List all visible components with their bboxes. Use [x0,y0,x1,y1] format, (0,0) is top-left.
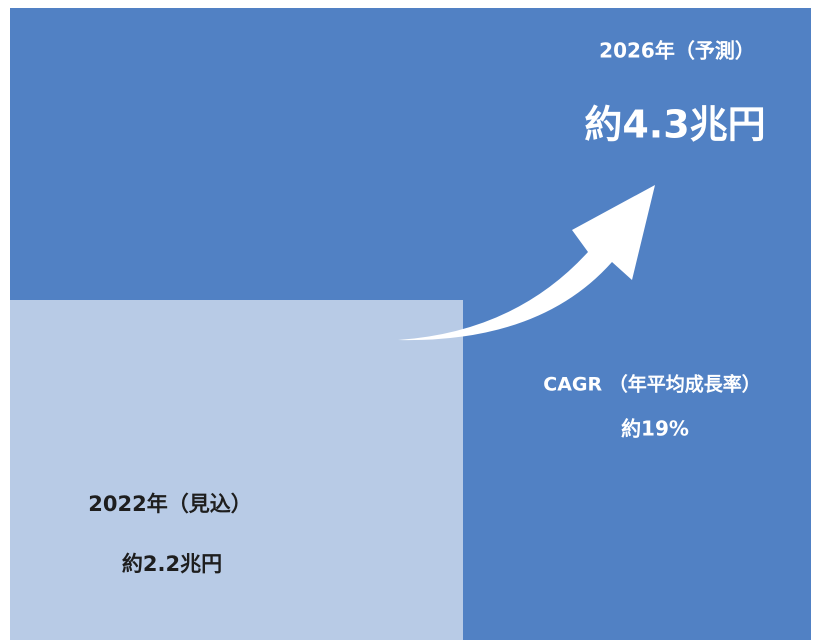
cagr-label: CAGR （年平均成長率） [543,373,761,396]
estimate-label: 2022年（見込） [88,492,251,516]
forecast-label: 2026年（予測） [599,39,755,63]
estimate-value: 約2.2兆円 [122,552,222,576]
estimate-area [10,300,463,640]
cagr-value: 約19% [621,417,689,441]
forecast-value: 約4.3兆円 [584,103,765,147]
growth-arrow [398,185,655,341]
